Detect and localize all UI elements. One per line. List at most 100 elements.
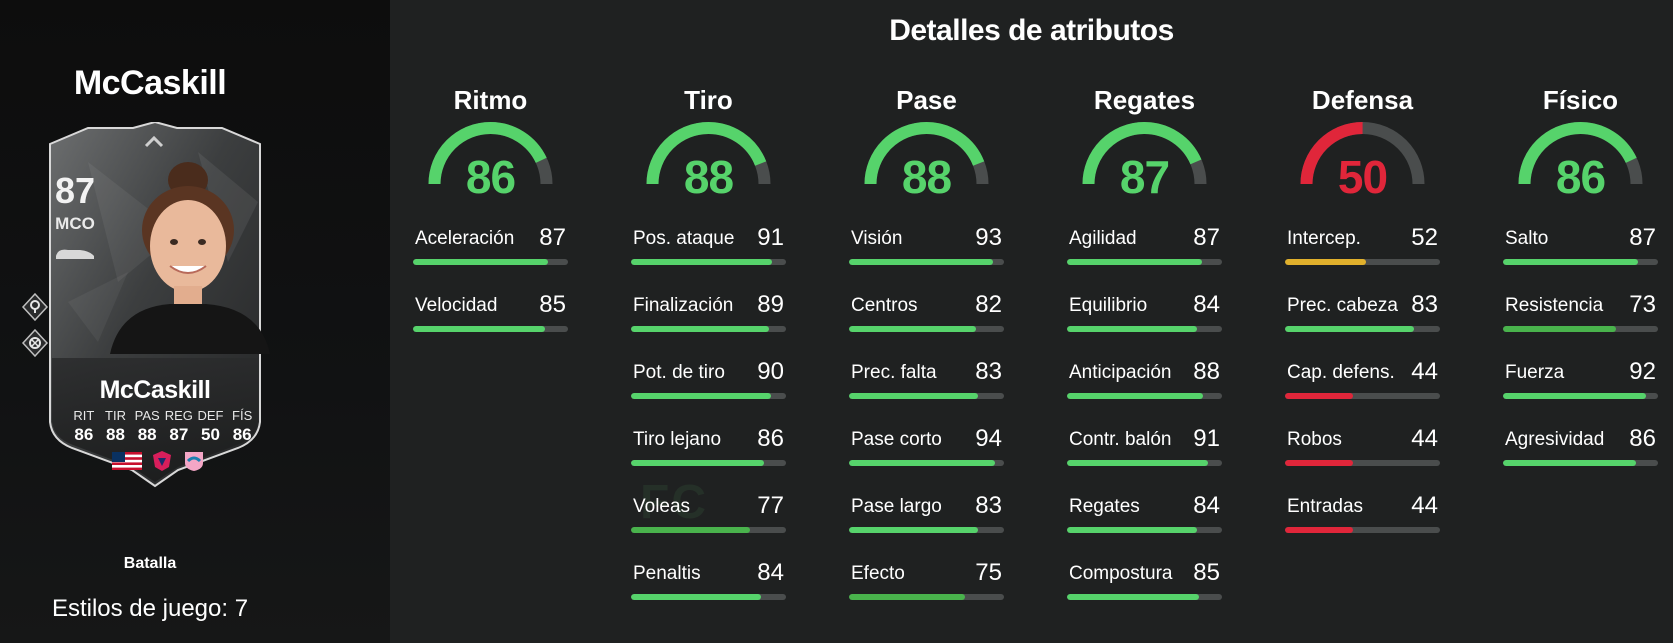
gauge-arc [646, 122, 771, 185]
attribute-row[interactable]: Centros 82 [849, 291, 1004, 335]
attribute-row[interactable]: Fuerza 92 [1503, 358, 1658, 402]
category-title: Tiro [684, 85, 733, 115]
player-card[interactable]: 87 MCO McCaskill RIT TIR PAS REG DEF FÍS… [28, 122, 282, 492]
attribute-row[interactable]: Pase corto 94 [849, 425, 1004, 469]
attribute-row[interactable]: Salto 87 [1503, 224, 1658, 268]
attribute-label: Prec. cabeza [1287, 295, 1398, 316]
attribute-label: Prec. falta [851, 362, 937, 383]
category-value: 88 [901, 151, 952, 203]
attribute-row[interactable]: Penaltis 84 [631, 559, 786, 603]
attribute-value: 84 [1193, 492, 1220, 519]
gauge-arc [428, 122, 553, 185]
attribute-value: 83 [975, 492, 1002, 519]
attribute-row[interactable]: Aceleración 87 [413, 224, 568, 268]
attribute-row[interactable]: Agilidad 87 [1067, 224, 1222, 268]
player-name-heading: McCaskill [73, 64, 227, 102]
attribute-row[interactable]: Prec. cabeza 83 [1285, 291, 1440, 335]
attribute-row[interactable]: Pot. de tiro 90 [631, 358, 786, 402]
attribute-row[interactable]: Contr. balón 91 [1067, 425, 1222, 469]
attribute-label: Cap. defens. [1287, 362, 1395, 383]
attribute-value: 85 [539, 291, 566, 318]
attribute-value: 86 [1629, 425, 1656, 452]
attribute-bar-fill [631, 326, 769, 332]
attribute-bar-fill [1285, 259, 1366, 265]
attribute-value: 85 [1193, 559, 1220, 586]
category-gauge: 86 [1503, 120, 1658, 203]
attribute-row[interactable]: Finalización 89 [631, 291, 786, 335]
attribute-bar-track [849, 527, 1004, 533]
attribute-label: Intercep. [1287, 228, 1361, 249]
attribute-bar-fill [849, 594, 966, 600]
attribute-value: 88 [1193, 358, 1220, 385]
attribute-bar-track [631, 259, 786, 265]
attribute-bar-fill [631, 460, 765, 466]
attribute-column: Tiro 88 Pos. ataque 91 Finalización 89 Pot. d… [631, 85, 786, 600]
attribute-bar-track [1067, 460, 1222, 466]
chemistry-style-icon[interactable] [20, 328, 50, 358]
attribute-value: 84 [1193, 291, 1220, 318]
attribute-row[interactable]: Resistencia 73 [1503, 291, 1658, 335]
fc-watermark: FC [640, 476, 708, 529]
attribute-bar-track [849, 594, 1004, 600]
league-logo-icon [153, 451, 171, 471]
attribute-label: Robos [1287, 429, 1342, 450]
category-title: Regates [1093, 85, 1196, 115]
attribute-bar-track [1285, 326, 1440, 332]
attribute-bar-fill [1067, 594, 1199, 600]
attribute-row[interactable]: Intercep. 52 [1285, 224, 1440, 268]
category-gauge: 50 [1285, 120, 1440, 203]
attribute-label: Regates [1069, 496, 1140, 517]
attribute-bar-track [631, 393, 786, 399]
category-gauge: 87 [1067, 120, 1222, 203]
attribute-row[interactable]: Entradas 44 [1285, 492, 1440, 536]
attribute-row[interactable]: Cap. defens. 44 [1285, 358, 1440, 402]
category-value: 87 [1119, 151, 1170, 203]
attribute-row[interactable]: Visión 93 [849, 224, 1004, 268]
attribute-bar-fill [631, 259, 773, 265]
card-stat-label: REG [164, 408, 193, 423]
attribute-value: 86 [757, 425, 784, 452]
card-badges [104, 448, 214, 474]
attribute-row[interactable]: Agresividad 86 [1503, 425, 1658, 469]
attribute-label: Entradas [1287, 496, 1364, 517]
attribute-row[interactable]: Efecto 75 [849, 559, 1004, 603]
attribute-row[interactable]: Regates 84 [1067, 492, 1222, 536]
attribute-bar-track [1285, 393, 1440, 399]
attribute-value: 87 [539, 224, 566, 251]
gauge-arc [1082, 122, 1207, 185]
category-value: 86 [1555, 151, 1606, 203]
attribute-value: 91 [757, 224, 784, 251]
attribute-row[interactable]: Prec. falta 83 [849, 358, 1004, 402]
attribute-bar-fill [413, 326, 545, 332]
attribute-row[interactable]: Anticipación 88 [1067, 358, 1222, 402]
attribute-row[interactable]: Velocidad 85 [413, 291, 568, 335]
attribute-row[interactable]: Pase largo 83 [849, 492, 1004, 536]
attribute-bar-track [849, 326, 1004, 332]
attribute-bar-track [1503, 326, 1658, 332]
attribute-value: 44 [1411, 425, 1438, 452]
attribute-row[interactable]: Pos. ataque 91 [631, 224, 786, 268]
card-player-name: McCaskill [99, 376, 211, 404]
attribute-label: Compostura [1069, 563, 1173, 584]
location-pin-icon[interactable] [20, 292, 50, 322]
attribute-bar-track [1067, 527, 1222, 533]
category-title: Pase [896, 85, 957, 115]
gauge-arc [864, 122, 989, 185]
attribute-bar-track [1503, 393, 1658, 399]
attribute-value: 73 [1629, 291, 1656, 318]
attribute-row[interactable]: Compostura 85 [1067, 559, 1222, 603]
attribute-label: Contr. balón [1069, 429, 1172, 450]
card-stats: RIT TIR PAS REG DEF FÍS 86 88 88 87 50 8… [68, 408, 258, 445]
attribute-bar-fill [631, 393, 771, 399]
attribute-bar-fill [1503, 326, 1617, 332]
boot-icon [56, 249, 94, 259]
attribute-row[interactable]: Equilibrio 84 [1067, 291, 1222, 335]
attribute-label: Pos. ataque [633, 228, 735, 249]
attribute-row[interactable]: Tiro lejano 86 [631, 425, 786, 469]
attribute-row[interactable]: Robos 44 [1285, 425, 1440, 469]
attribute-bar-fill [413, 259, 548, 265]
playstyles-count[interactable]: Estilos de juego: 7 [51, 595, 249, 622]
attribute-row[interactable]: Voleas 77 [631, 492, 786, 536]
attribute-value: 89 [757, 291, 784, 318]
attribute-label: Agilidad [1069, 228, 1137, 249]
